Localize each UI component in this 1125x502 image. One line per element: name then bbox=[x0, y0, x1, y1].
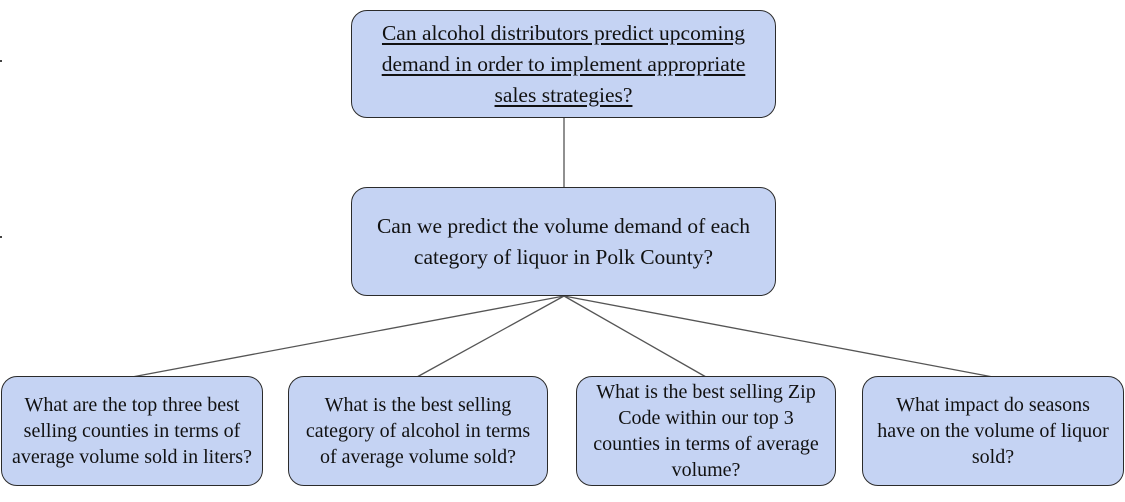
leaf-question-text-4: What impact do seasons have on the volum… bbox=[877, 394, 1109, 468]
connector-middle-to-leaf-1 bbox=[131, 295, 565, 378]
left-edge-mark-middle bbox=[0, 236, 2, 238]
root-question-node: Can alcohol distributors predict upcomin… bbox=[351, 10, 776, 118]
left-edge-mark-top bbox=[0, 60, 2, 62]
connector-middle-to-leaf-4 bbox=[563, 295, 994, 378]
middle-question-text: Can we predict the volume demand of each… bbox=[376, 213, 751, 269]
leaf-question-text-1: What are the top three best selling coun… bbox=[12, 394, 252, 468]
middle-question-node: Can we predict the volume demand of each… bbox=[351, 187, 776, 296]
root-question-text: Can alcohol distributors predict upcomin… bbox=[381, 20, 746, 107]
connector-middle-to-leaf-3 bbox=[563, 295, 707, 378]
leaf-question-text-2: What is the best selling category of alc… bbox=[305, 394, 531, 468]
leaf-question-node-2: What is the best selling category of alc… bbox=[288, 376, 548, 486]
leaf-question-text-3: What is the best selling Zip Code within… bbox=[593, 381, 819, 481]
leaf-question-node-4: What impact do seasons have on the volum… bbox=[862, 376, 1124, 486]
leaf-question-node-1: What are the top three best selling coun… bbox=[1, 376, 263, 486]
leaf-question-node-3: What is the best selling Zip Code within… bbox=[576, 376, 836, 486]
connector-middle-to-leaf-2 bbox=[416, 295, 565, 378]
